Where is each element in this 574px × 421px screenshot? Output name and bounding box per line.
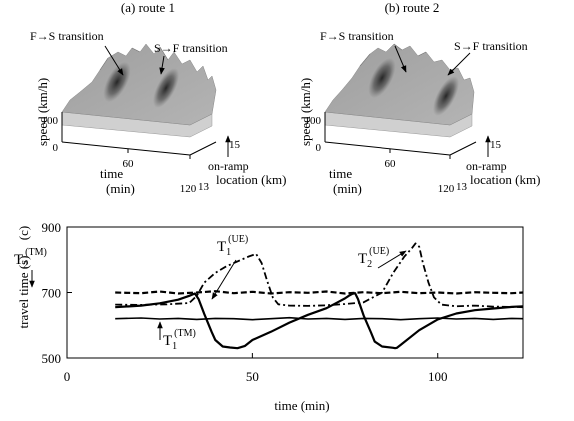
panel-a-xlabel-1: time [100,166,123,181]
panel-b-ztick-100: 100 [305,115,322,127]
panel-b-jam-1 [368,58,396,98]
panel-a-y-axis [189,141,217,156]
panel-a-ztick-100: 100 [42,115,59,127]
panel-a-ylabel: location (km) [216,172,286,187]
plot-series [115,242,524,350]
panel-b-annot-sf: S→F transition [454,39,528,53]
arrow-T1-UE [211,259,237,300]
panel-b-axes [324,112,477,159]
panel-b-y-axis [449,141,477,156]
panel-a-jam-2 [152,68,180,108]
panel-a-x-axis [61,141,191,156]
panel-b-xlabel-2: (min) [333,181,362,196]
y-tick-label-700: 700 [42,286,62,301]
label-T1-UE: T1(UE) [217,234,248,258]
panel-a-ridge [99,46,169,71]
arrow-T2-UE [377,250,407,269]
panel-a-title: (a) route 1 [121,0,175,15]
panel-b-ylabel: location (km) [470,172,540,187]
panel-b-annot-fs: F→S transition [320,29,394,43]
panel-a-axes [61,112,217,159]
panel-c: 0 50 100 500 700 900 travel time (s) (c) time… [14,220,524,413]
y-tick-label-900: 900 [42,220,62,235]
panel-b-x-axis [324,141,451,156]
x-axis-label: time (min) [274,398,329,413]
series-line-t2ue [115,242,524,309]
panel-b-xtick-label-60: 60 [385,158,397,170]
plot-labels: 0 50 100 500 700 900 [42,220,448,384]
panel-b-jam-2 [432,76,460,116]
label-T2-TM: T2(TM) [14,247,47,271]
panel-b: (b) route 2 speed (km/h) 100 0 60 120 ti… [298,0,540,196]
panel-a: (a) route 1 speed (km/h) 100 0 60 120 ti… [30,0,286,196]
panel-b-xlabel-1: time [329,166,352,181]
panel-b-ridge [359,43,427,67]
panel-c-label: (c) [16,226,31,240]
panel-a-zlabel: speed (km/h) [35,78,50,146]
panel-a-arrow-sf [159,55,165,75]
panel-b-annot-onramp: on-ramp [466,159,507,173]
panel-a-annot-sf: S→F transition [154,41,228,55]
panel-a-jam-1 [103,62,131,102]
panel-b-zlabel: speed (km/h) [298,78,313,146]
panel-a-surface-top [61,43,217,126]
panel-a-xtick-label-120: 120 [180,183,197,195]
panel-b-surface [324,43,475,138]
x-tick-label-0: 0 [64,369,71,384]
panel-b-xtick-label-120: 120 [438,183,455,195]
label-T2-UE: T2(UE) [358,246,389,270]
series-line-t1ue [115,292,524,350]
y-axis-label: travel time (s) [16,256,31,329]
y-tick-label-500: 500 [42,351,62,366]
panel-b-ytick-label-13: 13 [456,181,468,193]
panel-a-ytick-label-13: 13 [198,181,210,193]
panel-a-ztick-0: 0 [53,142,59,154]
panel-b-ztick-0: 0 [316,142,322,154]
panel-a-xlabel-2: (min) [106,181,135,196]
panel-a-surface [61,43,217,138]
panel-b-ytick-label-15: 15 [490,139,502,151]
panel-b-title: (b) route 2 [385,0,440,15]
panel-a-ytick-label-15: 15 [229,139,241,151]
panel-a-annot-fs: F→S transition [30,29,104,43]
panel-b-arrow-sf [447,52,471,76]
plot-ticks [66,226,439,359]
x-tick-label-100: 100 [428,369,448,384]
x-tick-label-50: 50 [246,369,259,384]
series-line-t2tm [115,290,524,295]
panel-a-arrow-fs [104,45,124,76]
panel-a-annot-onramp: on-ramp [208,159,249,173]
series-line-t1tm [115,316,524,321]
panel-a-xtick-label-60: 60 [123,158,135,170]
label-T1-TM: T1(TM) [163,328,196,352]
panel-b-arrow-fs [394,45,407,73]
